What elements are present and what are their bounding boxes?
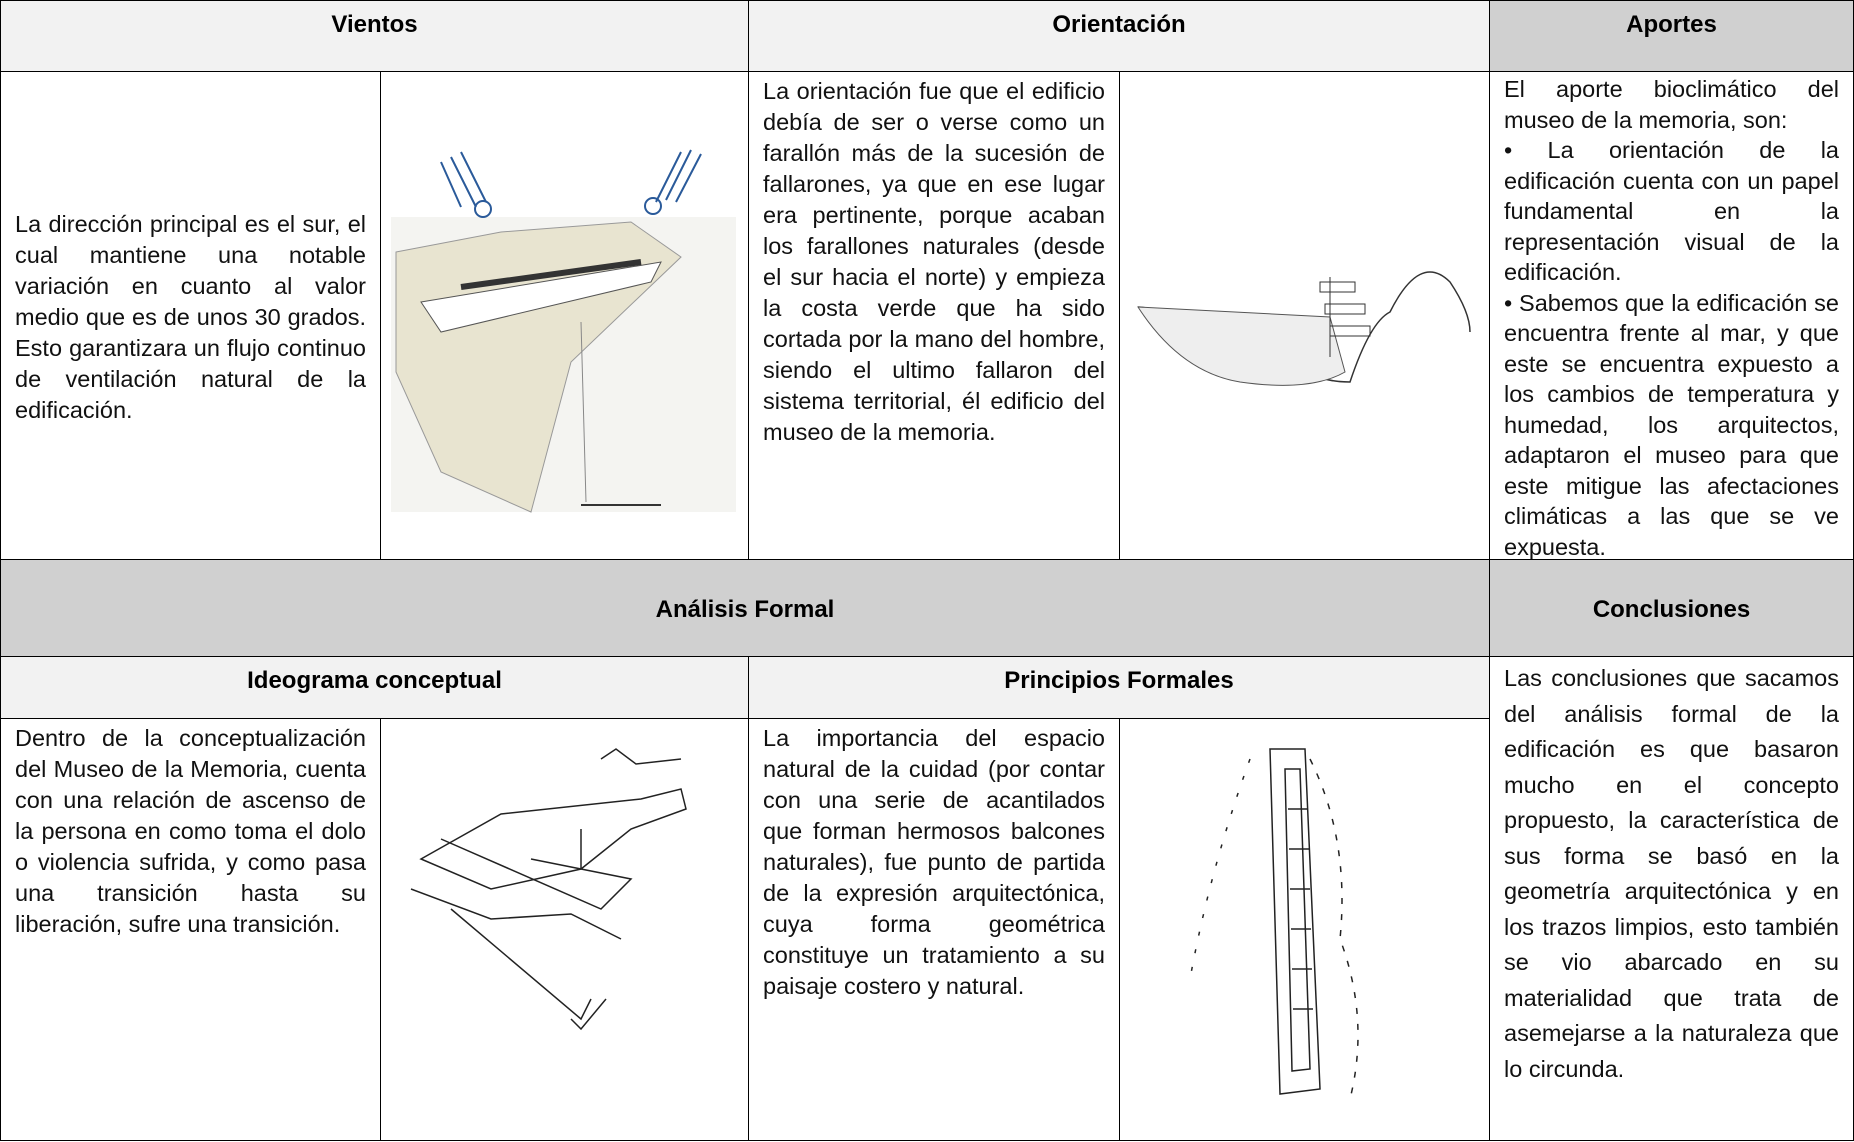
text-cell: La dirección principal es el sur, el cua… bbox=[0, 71, 381, 560]
text-cell: La importancia del espacio natural de la… bbox=[748, 718, 1120, 1141]
text-cell: La orientación fue que el edificio debía… bbox=[748, 71, 1120, 560]
subheader-cell: Principios Formales bbox=[748, 656, 1490, 719]
image-cell bbox=[380, 71, 749, 560]
header-cell: Análisis Formal bbox=[0, 559, 1490, 657]
text-cell: El aporte bioclimático del museo de la m… bbox=[1489, 71, 1854, 560]
paragraph: La orientación fue que el edificio debía… bbox=[763, 78, 1105, 445]
section-image bbox=[1137, 271, 1471, 386]
image-cell bbox=[1119, 71, 1490, 560]
header-cell: Aportes bbox=[1489, 0, 1854, 72]
header-cell: Orientación bbox=[748, 0, 1490, 72]
text-cell: Las conclusiones que sacamos del análisi… bbox=[1489, 656, 1854, 1141]
paragraph: Dentro de la conceptualización del Museo… bbox=[15, 725, 366, 937]
site-plan-image bbox=[391, 149, 736, 513]
header-cell: Conclusiones bbox=[1489, 559, 1854, 657]
paragraph: La dirección principal es el sur, el cua… bbox=[15, 211, 366, 423]
paragraph: El aporte bioclimático del museo de la m… bbox=[1504, 76, 1839, 133]
paragraph: La importancia del espacio natural de la… bbox=[763, 725, 1105, 999]
image-cell bbox=[380, 718, 749, 1141]
plan-sketch bbox=[1189, 748, 1359, 1100]
text-cell: Dentro de la conceptualización del Museo… bbox=[0, 718, 381, 1141]
subheader-cell: Ideograma conceptual bbox=[0, 656, 749, 719]
ideogram-sketch bbox=[410, 748, 687, 1031]
paragraph: • Sabemos que la edificación se encuentr… bbox=[1504, 289, 1839, 560]
image-cell bbox=[1119, 718, 1490, 1141]
paragraph: Las conclusiones que sacamos del análisi… bbox=[1504, 665, 1839, 1082]
paragraph: • La orientación de la edificación cuent… bbox=[1504, 137, 1839, 285]
header-cell: Vientos bbox=[0, 0, 749, 72]
